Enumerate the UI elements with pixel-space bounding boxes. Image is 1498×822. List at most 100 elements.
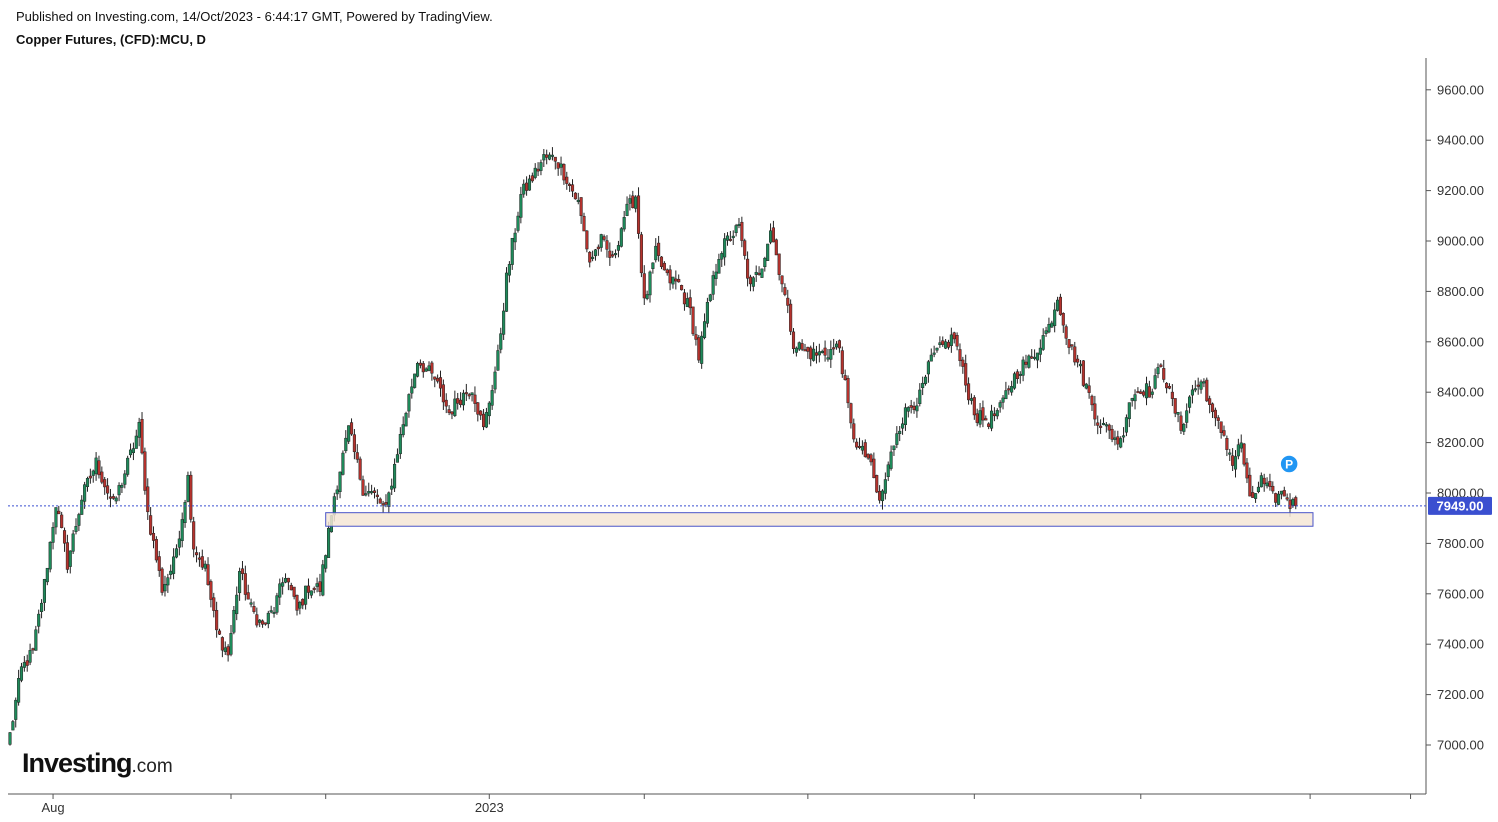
candle	[530, 172, 534, 183]
candle	[1256, 481, 1261, 494]
candle-body-up	[625, 203, 629, 216]
candle	[760, 268, 764, 278]
candle-body-up	[880, 490, 885, 502]
candle	[674, 270, 678, 290]
candle-body-up	[751, 277, 755, 287]
candle	[281, 577, 285, 595]
candle	[510, 237, 514, 270]
candle	[812, 342, 816, 362]
candle-body-up	[269, 610, 273, 613]
candle	[507, 261, 511, 283]
candle-body-up	[923, 376, 928, 384]
candle-body-down	[958, 349, 962, 362]
candle-body-up	[614, 253, 618, 256]
candle	[516, 211, 520, 233]
candle	[743, 238, 747, 260]
candle	[901, 417, 905, 435]
candle-body-down	[301, 598, 305, 606]
candle-body-down	[553, 156, 557, 162]
candle	[711, 270, 715, 301]
candle	[384, 494, 388, 508]
candle-body-down	[668, 269, 672, 284]
candle	[1279, 490, 1283, 500]
candle	[490, 384, 494, 410]
candle-body-up	[826, 357, 830, 360]
candle	[906, 406, 910, 418]
candle-body-up	[754, 272, 758, 275]
candle	[1165, 382, 1169, 394]
candle	[1188, 395, 1192, 414]
candle-body-down	[556, 162, 560, 169]
candle	[172, 548, 176, 580]
candle	[306, 578, 311, 599]
candle-body-up	[889, 451, 893, 469]
candle	[453, 390, 457, 418]
candle-body-down	[289, 584, 293, 591]
candle	[751, 276, 755, 292]
candle	[502, 302, 506, 340]
candle-body-up	[177, 538, 181, 548]
candle-body-up	[731, 235, 735, 239]
candle	[62, 527, 67, 552]
candle-body-down	[1248, 474, 1252, 497]
candle-body-down	[608, 250, 612, 258]
candle-body-up	[77, 514, 81, 526]
candle-body-up	[935, 347, 939, 351]
candle-body-down	[783, 287, 787, 295]
candle	[791, 328, 796, 354]
candle	[387, 491, 391, 514]
candle-body-up	[341, 452, 345, 475]
candle-body-up	[309, 590, 313, 596]
candle	[1170, 384, 1174, 407]
candle	[370, 484, 374, 495]
candle	[740, 216, 744, 248]
candle-body-up	[1050, 322, 1054, 328]
candle	[921, 376, 925, 396]
candle-body-up	[622, 217, 626, 230]
candle	[421, 360, 425, 378]
candle-body-down	[212, 597, 216, 611]
candle-body-up	[1291, 499, 1295, 506]
candle-body-up	[186, 475, 190, 502]
candle-body-down	[1015, 371, 1019, 379]
candle	[1213, 407, 1217, 427]
candle	[344, 430, 348, 454]
candle-body-down	[1081, 360, 1085, 386]
candle-body-up	[616, 245, 620, 251]
candle-body-up	[1127, 402, 1131, 420]
candle	[200, 549, 204, 571]
candle	[1058, 293, 1062, 316]
candle	[1222, 425, 1226, 437]
candle	[708, 293, 712, 303]
candle	[860, 440, 864, 455]
candle-body-up	[559, 163, 563, 168]
candle	[327, 521, 331, 558]
candle-body-up	[1001, 397, 1005, 403]
candle-body-down	[1245, 462, 1249, 479]
candle-body-down	[814, 352, 819, 356]
candle	[1116, 430, 1120, 451]
candle	[588, 251, 592, 268]
candle	[591, 250, 595, 262]
candle-body-up	[395, 454, 399, 463]
candle-body-down	[843, 375, 847, 380]
candle-body-down	[255, 614, 259, 626]
candle-body-down	[433, 376, 437, 380]
candle	[1239, 434, 1243, 453]
candle	[215, 601, 219, 638]
candle	[771, 220, 775, 243]
candle	[401, 416, 405, 438]
candle	[447, 405, 451, 416]
candle	[1007, 385, 1011, 395]
candle	[393, 458, 397, 493]
candle-body-up	[344, 437, 348, 452]
candle	[318, 573, 322, 597]
candle	[565, 171, 569, 190]
candle	[355, 444, 359, 463]
candle	[780, 275, 784, 293]
candle	[636, 187, 641, 239]
candle	[1190, 384, 1194, 404]
candle	[671, 276, 675, 289]
candle-body-up	[550, 154, 554, 157]
